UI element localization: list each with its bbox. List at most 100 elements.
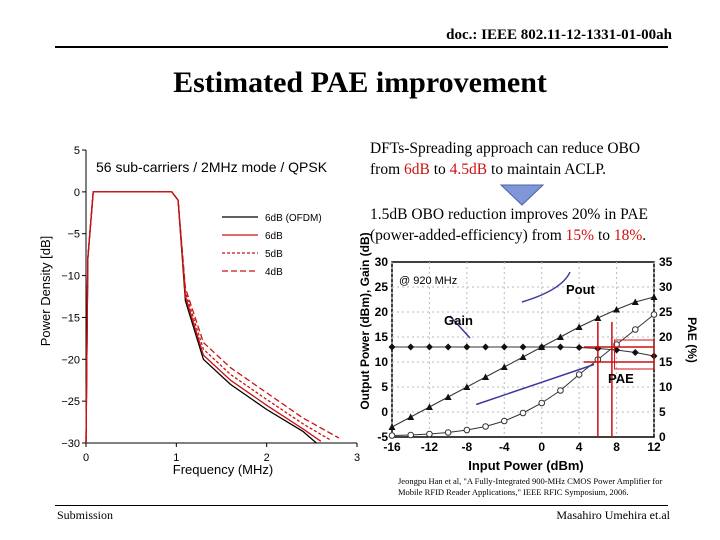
pa-point-gain bbox=[388, 343, 396, 351]
pa-xlabel: Input Power (dBm) bbox=[468, 458, 584, 473]
psd-ytick-label: 5 bbox=[74, 145, 80, 157]
psd-legend: 6dB (OFDM) 6dB 5dB 4dB bbox=[222, 213, 322, 278]
pa-point-pae bbox=[426, 430, 433, 438]
pa-label-gain: Gain bbox=[444, 313, 473, 328]
pa-point-pae bbox=[631, 326, 639, 333]
pa-xtick-label: -8 bbox=[462, 440, 473, 454]
pa-point-pae bbox=[519, 409, 527, 417]
pa-point-pae bbox=[482, 423, 489, 430]
obo-pre: from bbox=[370, 161, 405, 178]
footer-rule bbox=[55, 505, 668, 506]
down-arrow-icon bbox=[500, 184, 544, 206]
pa-ytick-left-label: 20 bbox=[375, 305, 389, 319]
psd-ticks: 50−5−10−15−20−25−300 1 2 3 bbox=[61, 145, 360, 464]
pa-point-gain bbox=[463, 343, 471, 351]
psd-ytick-label: −30 bbox=[61, 438, 80, 450]
pa-point-pout bbox=[631, 298, 639, 305]
pae-pre: (power-added-efficiency) from bbox=[370, 227, 566, 244]
pa-label-pout: Pout bbox=[566, 282, 596, 297]
pa-point-pout bbox=[482, 373, 490, 380]
psd-legend-label: 4dB bbox=[265, 267, 283, 278]
obo-line-1: DFTs-Spreading approach can reduce OBO bbox=[370, 140, 641, 157]
psd-ytick-label: −25 bbox=[61, 396, 80, 408]
pa-freq-label: @ 920 MHz bbox=[399, 275, 457, 287]
pae-mid: to bbox=[594, 227, 614, 244]
pa-markers-guides bbox=[449, 271, 655, 437]
pa-ytick-right-label: 15 bbox=[659, 355, 673, 369]
obo-post: to maintain ACLP. bbox=[487, 161, 606, 178]
pa-ytick-left-label: 25 bbox=[375, 280, 389, 294]
pa-ytick-right-label: 10 bbox=[659, 380, 673, 394]
header-rule bbox=[55, 46, 668, 48]
psd-legend-label: 5dB bbox=[265, 249, 283, 260]
document-id: doc.: IEEE 802.11-12-1331-01-00ah bbox=[446, 27, 672, 43]
pa-point-pout bbox=[594, 314, 602, 321]
pa-ytick-right-label: 30 bbox=[659, 280, 673, 294]
psd-legend-label: 6dB (OFDM) bbox=[265, 213, 322, 224]
pa-point-pout bbox=[556, 333, 564, 340]
pa-point-pae bbox=[463, 426, 471, 434]
psd-xtick-label: 2 bbox=[264, 452, 270, 464]
pa-point-gain bbox=[500, 343, 508, 351]
pa-xtick-label: 0 bbox=[538, 440, 545, 454]
pa-ytick-left-label: 0 bbox=[381, 405, 388, 419]
footer-submission: Submission bbox=[57, 508, 114, 522]
psd-xtick-label: 0 bbox=[83, 452, 89, 464]
pa-point-gain bbox=[556, 343, 564, 351]
obo-line-2: from 6dB to 4.5dB to maintain ACLP. bbox=[370, 159, 640, 180]
psd-series bbox=[85, 191, 340, 444]
pa-point-pout bbox=[388, 423, 396, 430]
pa-point-pout bbox=[519, 353, 527, 360]
obo-value-to: 4.5dB bbox=[449, 161, 488, 178]
pa-ytick-right-label: 25 bbox=[659, 305, 673, 319]
obo-text: DFTs-Spreading approach can reduce OBO f… bbox=[370, 138, 640, 180]
pa-point-gain bbox=[538, 343, 546, 351]
pa-xtick-label: 12 bbox=[647, 440, 661, 454]
pa-label-pae: PAE bbox=[608, 371, 634, 386]
pa-gain-arrow bbox=[449, 315, 471, 339]
pa-point-gain bbox=[519, 343, 527, 351]
pa-xtick-label: 4 bbox=[576, 440, 583, 454]
pa-point-pae bbox=[538, 399, 546, 407]
pa-xtick-label: -12 bbox=[421, 440, 439, 454]
pa-ytick-left-label: 10 bbox=[375, 355, 389, 369]
footer-authors: Masahiro Umehira et.al bbox=[556, 508, 670, 522]
pa-point-pae bbox=[407, 431, 415, 439]
pa-point-gain bbox=[425, 343, 433, 351]
pa-point-pout bbox=[650, 293, 658, 300]
pa-point-gain bbox=[631, 349, 639, 356]
pa-ytick-left-label: 15 bbox=[375, 330, 389, 344]
pa-point-pae bbox=[500, 417, 508, 425]
pa-ytick-right-label: 5 bbox=[659, 405, 666, 419]
pa-ticks: -16 -12 -8 -4 0 4 8 12 30 25 20 15 10 5 0 -5 35 30 25 20 15 1… bbox=[375, 255, 673, 454]
psd-ytick-label: 0 bbox=[74, 187, 80, 199]
pa-point-pout bbox=[613, 306, 621, 313]
citation: Jeongpu Han et al, "A Fully-Integrated 9… bbox=[398, 476, 663, 497]
pa-point-gain bbox=[444, 343, 452, 351]
pa-point-gain bbox=[575, 344, 583, 351]
pae-text: 1.5dB OBO reduction improves 20% in PAE … bbox=[370, 204, 648, 246]
pa-point-pout bbox=[425, 403, 433, 410]
obo-value-from: 6dB bbox=[404, 161, 430, 178]
pa-point-pae bbox=[650, 311, 658, 318]
pa-point-gain bbox=[407, 343, 415, 351]
pa-xtick-label: -16 bbox=[383, 440, 401, 454]
pa-ytick-left-label: 30 bbox=[375, 255, 389, 269]
pa-point-pout bbox=[444, 393, 452, 400]
psd-annotation: 56 sub-carriers / 2MHz mode / QPSK bbox=[96, 159, 328, 175]
pa-ytick-right-label: 20 bbox=[659, 330, 673, 344]
pae-value-from: 15% bbox=[565, 227, 595, 244]
pa-point-pout bbox=[500, 363, 508, 370]
pa-ylabel-left: Output Power (dBm), Gain (dB) bbox=[358, 232, 372, 409]
pa-pae-arrow bbox=[475, 363, 595, 406]
pa-point-pout bbox=[575, 323, 583, 330]
pa-point-gain bbox=[482, 343, 490, 351]
obo-mid: to bbox=[429, 161, 450, 178]
psd-xlabel: Frequency (MHz) bbox=[173, 462, 273, 477]
pa-series bbox=[388, 293, 658, 439]
psd-legend-label: 6dB bbox=[265, 231, 283, 242]
psd-ylabel: Power Density [dB] bbox=[38, 236, 53, 347]
pa-ytick-left-label: 5 bbox=[381, 380, 388, 394]
